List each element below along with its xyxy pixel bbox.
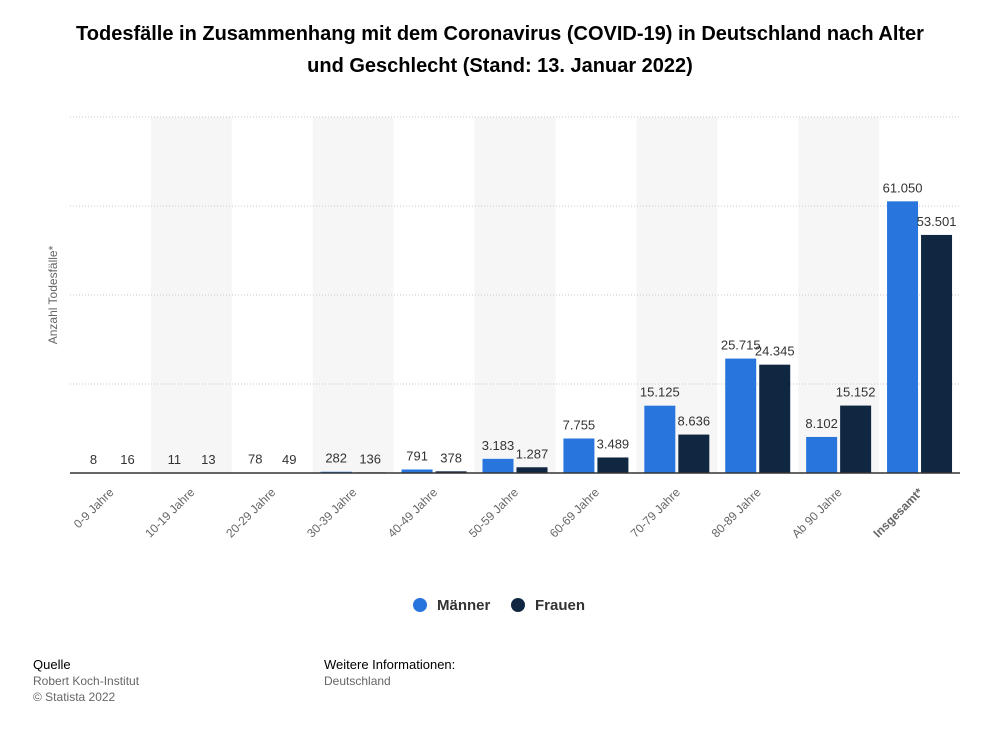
x-tick-label: Insgesamt* xyxy=(870,485,925,540)
info-value: Deutschland xyxy=(324,674,391,688)
bar-maenner xyxy=(887,201,919,473)
bar-maenner xyxy=(563,438,595,473)
info-block: Weitere Informationen: Deutschland xyxy=(324,657,455,689)
x-tick-label: 80-89 Jahre xyxy=(709,485,764,540)
x-tick-label: 30-39 Jahre xyxy=(304,485,359,540)
bar-frauen xyxy=(435,471,467,473)
bar-maenner xyxy=(806,436,838,473)
bar-frauen xyxy=(840,405,872,473)
data-label: 8.636 xyxy=(678,414,711,429)
data-label: 3.489 xyxy=(597,436,630,451)
bar-maenner xyxy=(482,458,514,473)
data-label: 1.287 xyxy=(516,446,549,461)
y-axis-label: Anzahl Todesfälle* xyxy=(46,245,60,344)
bar-frauen xyxy=(759,364,791,473)
bar-maenner xyxy=(644,405,676,473)
data-label: 8.102 xyxy=(805,416,838,431)
source-name: Robert Koch-Institut xyxy=(33,674,140,688)
data-label: 25.715 xyxy=(721,338,761,353)
band-bg xyxy=(150,117,232,473)
band-bg xyxy=(312,117,394,473)
chart-title: Todesfälle in Zusammenhang mit dem Coron… xyxy=(76,23,924,77)
x-tick-label: 20-29 Jahre xyxy=(223,485,278,540)
data-label: 11 xyxy=(168,452,182,467)
bar-frauen xyxy=(921,234,953,473)
bar-maenner xyxy=(725,358,757,473)
x-tick-label: 70-79 Jahre xyxy=(628,485,683,540)
copyright: © Statista 2022 xyxy=(33,690,116,704)
data-label: 24.345 xyxy=(755,344,795,359)
data-label: 7.755 xyxy=(563,417,596,432)
legend-marker-maenner xyxy=(413,598,427,612)
x-tick-label: 60-69 Jahre xyxy=(547,485,602,540)
x-tick-label: 50-59 Jahre xyxy=(466,485,521,540)
data-label: 13 xyxy=(201,452,215,467)
data-label: 78 xyxy=(248,452,262,467)
x-tick-label: 40-49 Jahre xyxy=(385,485,440,540)
data-label: 282 xyxy=(325,451,347,466)
data-label: 15.125 xyxy=(640,385,680,400)
data-label: 49 xyxy=(282,452,296,467)
x-tick-label: 10-19 Jahre xyxy=(142,485,197,540)
bar-frauen xyxy=(597,457,629,473)
x-tick-label: 0-9 Jahre xyxy=(71,485,117,531)
source-heading: Quelle xyxy=(33,657,71,672)
data-label: 3.183 xyxy=(482,438,515,453)
legend-label-frauen: Frauen xyxy=(535,597,585,614)
bar-maenner xyxy=(401,469,433,473)
data-label: 53.501 xyxy=(917,214,957,229)
info-heading: Weitere Informationen: xyxy=(324,657,456,672)
data-label: 16 xyxy=(120,452,134,467)
legend-label-maenner: Männer xyxy=(437,597,491,614)
legend-marker-frauen xyxy=(511,598,525,612)
data-label: 378 xyxy=(440,450,462,465)
source-block: Quelle Robert Koch-Institut © Statista 2… xyxy=(33,657,139,705)
data-label: 15.152 xyxy=(836,385,876,400)
data-label: 791 xyxy=(406,448,428,463)
data-label: 61.050 xyxy=(883,180,923,195)
bar-frauen xyxy=(678,434,710,473)
data-label: 136 xyxy=(359,451,381,466)
x-tick-label: Ab 90 Jahre xyxy=(789,485,845,541)
data-label: 8 xyxy=(90,452,97,467)
bar-frauen xyxy=(516,467,548,473)
